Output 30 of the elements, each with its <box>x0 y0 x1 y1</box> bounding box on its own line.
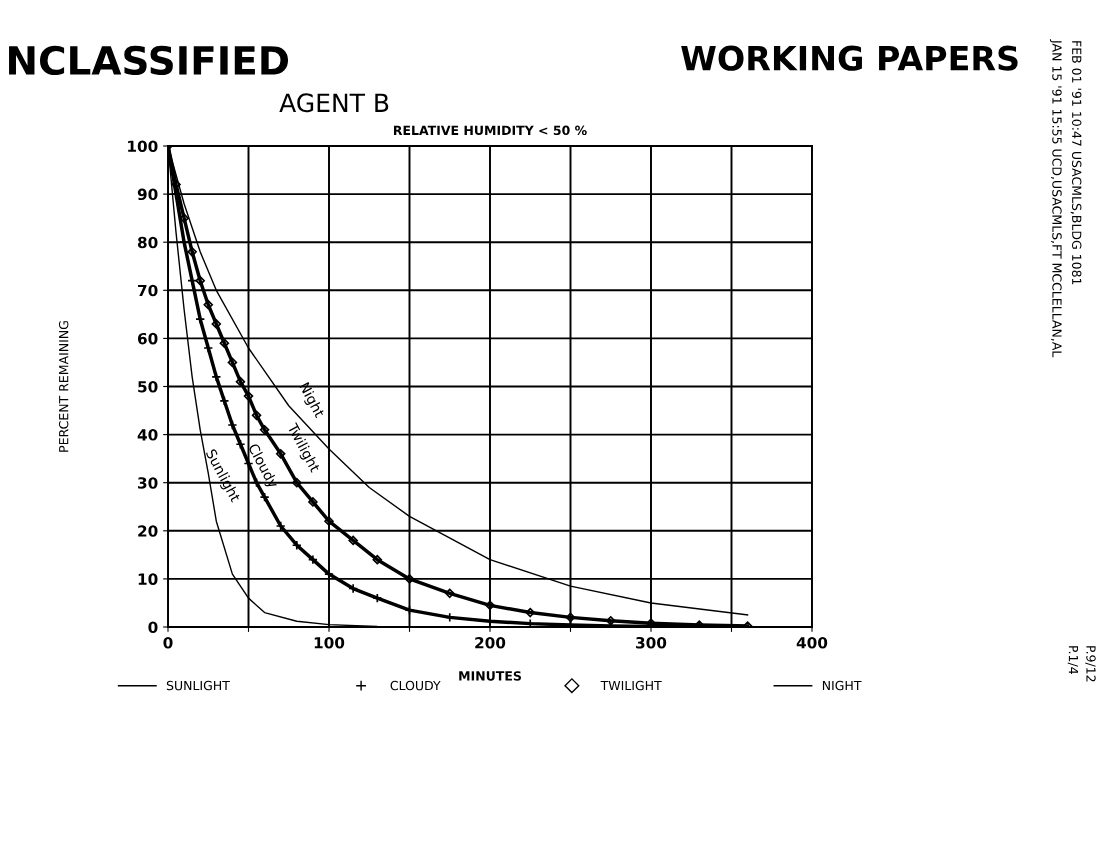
x-tick-label: 0 <box>163 636 173 649</box>
y-tick-label: 70 <box>138 284 158 297</box>
y-tick-label: 30 <box>138 477 158 489</box>
x-tick-label: 300 <box>636 636 667 649</box>
x-tick-label: 400 <box>796 636 828 649</box>
legend-label: TWILIGHT <box>600 680 662 691</box>
x-axis-title: MINUTES <box>459 671 521 681</box>
y-tick-label: 80 <box>137 236 158 249</box>
y-axis-title: PERCENT REMAINING <box>58 321 69 452</box>
y-tick-label: 0 <box>148 621 158 634</box>
y-tick-label: 20 <box>138 525 158 537</box>
y-tick-label: 60 <box>137 332 158 345</box>
text: FEB 01 '91 10:47 USACMLS,BLDG 1081 <box>1070 41 1082 285</box>
y-tick-label: 10 <box>138 573 158 585</box>
legend-label: SUNLIGHT <box>166 680 230 691</box>
legend-label: CLOUDY <box>390 680 441 691</box>
text: JAN 15 '91 15:55 UCD,USACMLS,FT MCCLELLAN,AL <box>1049 39 1062 358</box>
text: P.9/12 <box>1085 646 1096 682</box>
text: P.1/4 <box>1067 646 1078 674</box>
y-tick-label: 100 <box>128 140 158 153</box>
chart-title: AGENT B <box>279 93 389 113</box>
x-tick-label: 200 <box>475 636 506 649</box>
x-tick-label: 100 <box>314 636 345 649</box>
legend-label: NIGHT <box>822 680 862 691</box>
y-tick-label: 40 <box>137 429 158 441</box>
y-tick-label: 50 <box>138 380 158 393</box>
y-tick-label: 90 <box>137 188 158 201</box>
text: NCLASSIFIED <box>9 45 289 76</box>
text: WORKING PAPERS <box>681 45 1018 71</box>
chart-subtitle: RELATIVE HUMIDITY < 50 % <box>393 125 587 136</box>
